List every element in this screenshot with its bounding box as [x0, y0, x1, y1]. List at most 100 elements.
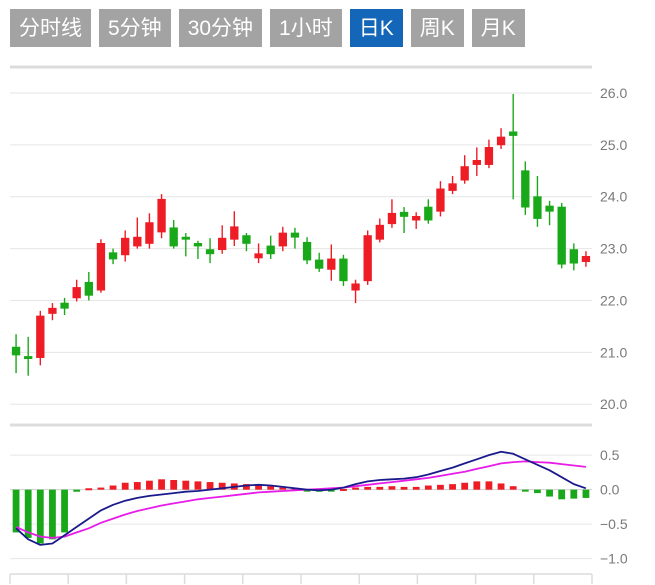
- stock-chart-area[interactable]: 26.0 25.0 24.0 23.0 22.0 21.0 20.0 0.5 0.0 −0.5 −1…: [0, 56, 655, 585]
- candle-body: [387, 212, 397, 225]
- candle: [302, 237, 312, 265]
- candle: [375, 218, 384, 243]
- candle: [121, 230, 130, 262]
- candle: [24, 336, 33, 376]
- macd-bar: [327, 489, 335, 492]
- candle: [569, 243, 578, 271]
- macd-bar: [461, 482, 469, 490]
- candle: [496, 128, 506, 149]
- macd-bar: [24, 489, 32, 538]
- tab-5min[interactable]: 5分钟: [99, 9, 171, 47]
- candle: [278, 226, 287, 252]
- macd-bar: [73, 489, 81, 492]
- candle: [169, 220, 178, 249]
- price-axis-label: 21.0: [600, 344, 627, 360]
- macd-bar: [218, 482, 226, 490]
- candle: [448, 175, 457, 195]
- candle-body: [254, 253, 263, 259]
- macd-bar: [303, 489, 311, 492]
- candle: [108, 248, 118, 265]
- candle-body: [436, 188, 445, 212]
- candle: [72, 279, 81, 302]
- candle-body: [339, 258, 348, 282]
- candle: [351, 279, 360, 304]
- candle-body: [48, 307, 57, 314]
- macd-bar: [85, 488, 93, 491]
- macd-bar: [449, 484, 456, 490]
- candlestick-series: [11, 93, 591, 376]
- candle-body: [460, 166, 469, 181]
- macd-bar: [570, 489, 578, 499]
- candle-body: [581, 255, 591, 262]
- macd-bar: [158, 479, 165, 490]
- candle: [36, 310, 45, 366]
- candle: [327, 244, 336, 281]
- macd-bar: [243, 484, 250, 490]
- macd-bar: [546, 489, 553, 497]
- macd-bar: [400, 486, 408, 490]
- macd-bar: [206, 482, 214, 490]
- macd-bar: [534, 489, 541, 494]
- candle-body: [157, 198, 166, 233]
- candle-body: [181, 236, 190, 240]
- candle-body: [569, 249, 578, 264]
- candle: [230, 211, 239, 246]
- candle-body: [375, 224, 384, 240]
- candle-body: [315, 259, 324, 269]
- macd-bar: [412, 486, 420, 490]
- candle: [193, 240, 203, 259]
- candle-body: [24, 356, 33, 359]
- candle-body: [278, 232, 287, 247]
- candle-body: [145, 222, 154, 244]
- macd-bar: [170, 479, 178, 490]
- tab-weekk[interactable]: 周K: [410, 9, 464, 47]
- macd-bar: [437, 484, 444, 490]
- tab-monthk[interactable]: 月K: [471, 9, 525, 47]
- macd-bar: [388, 486, 396, 490]
- candle-body: [11, 346, 21, 356]
- macd-bar: [340, 488, 347, 491]
- candle-body: [557, 206, 566, 265]
- macd-axis-label: −1.0: [600, 551, 628, 567]
- macd-bar: [255, 484, 262, 490]
- macd-dea-line: [15, 460, 587, 539]
- candle: [339, 254, 348, 286]
- candle-body: [448, 183, 457, 191]
- macd-bar: [36, 489, 44, 544]
- price-axis-label: 23.0: [600, 241, 627, 257]
- macd-bar: [182, 480, 190, 490]
- candle-body: [36, 315, 45, 358]
- macd-histogram: [12, 479, 590, 544]
- candle-body: [96, 243, 106, 291]
- candle-body: [545, 205, 554, 212]
- tab-1hour[interactable]: 1小时: [270, 9, 342, 47]
- candle-body: [521, 170, 530, 208]
- candle: [205, 238, 215, 264]
- candle: [545, 200, 554, 226]
- candle: [521, 161, 530, 215]
- candle-body: [363, 235, 372, 282]
- macd-bar: [12, 489, 20, 533]
- candle: [424, 199, 433, 224]
- candle-body: [230, 226, 239, 240]
- tab-dayk[interactable]: 日K: [349, 9, 403, 47]
- candle: [533, 175, 542, 227]
- tab-timeline[interactable]: 分时线: [10, 9, 91, 47]
- macd-bar: [97, 487, 105, 490]
- candle-body: [290, 232, 300, 238]
- macd-bar: [49, 489, 56, 540]
- price-axis-label: 24.0: [600, 189, 627, 205]
- candle: [181, 233, 190, 257]
- period-tab-bar[interactable]: 分时线 5分钟 30分钟 1小时 日K 周K 月K: [0, 0, 655, 56]
- macd-bar: [473, 481, 481, 490]
- macd-bar: [352, 487, 359, 490]
- candle-body: [351, 283, 360, 291]
- candle: [48, 303, 57, 321]
- candle-body: [242, 235, 251, 244]
- candle-body: [327, 258, 336, 270]
- candle: [472, 147, 481, 176]
- tab-30min[interactable]: 30分钟: [178, 9, 263, 47]
- candle-body: [169, 227, 178, 247]
- candle-body: [533, 196, 542, 219]
- candle-body: [509, 131, 518, 136]
